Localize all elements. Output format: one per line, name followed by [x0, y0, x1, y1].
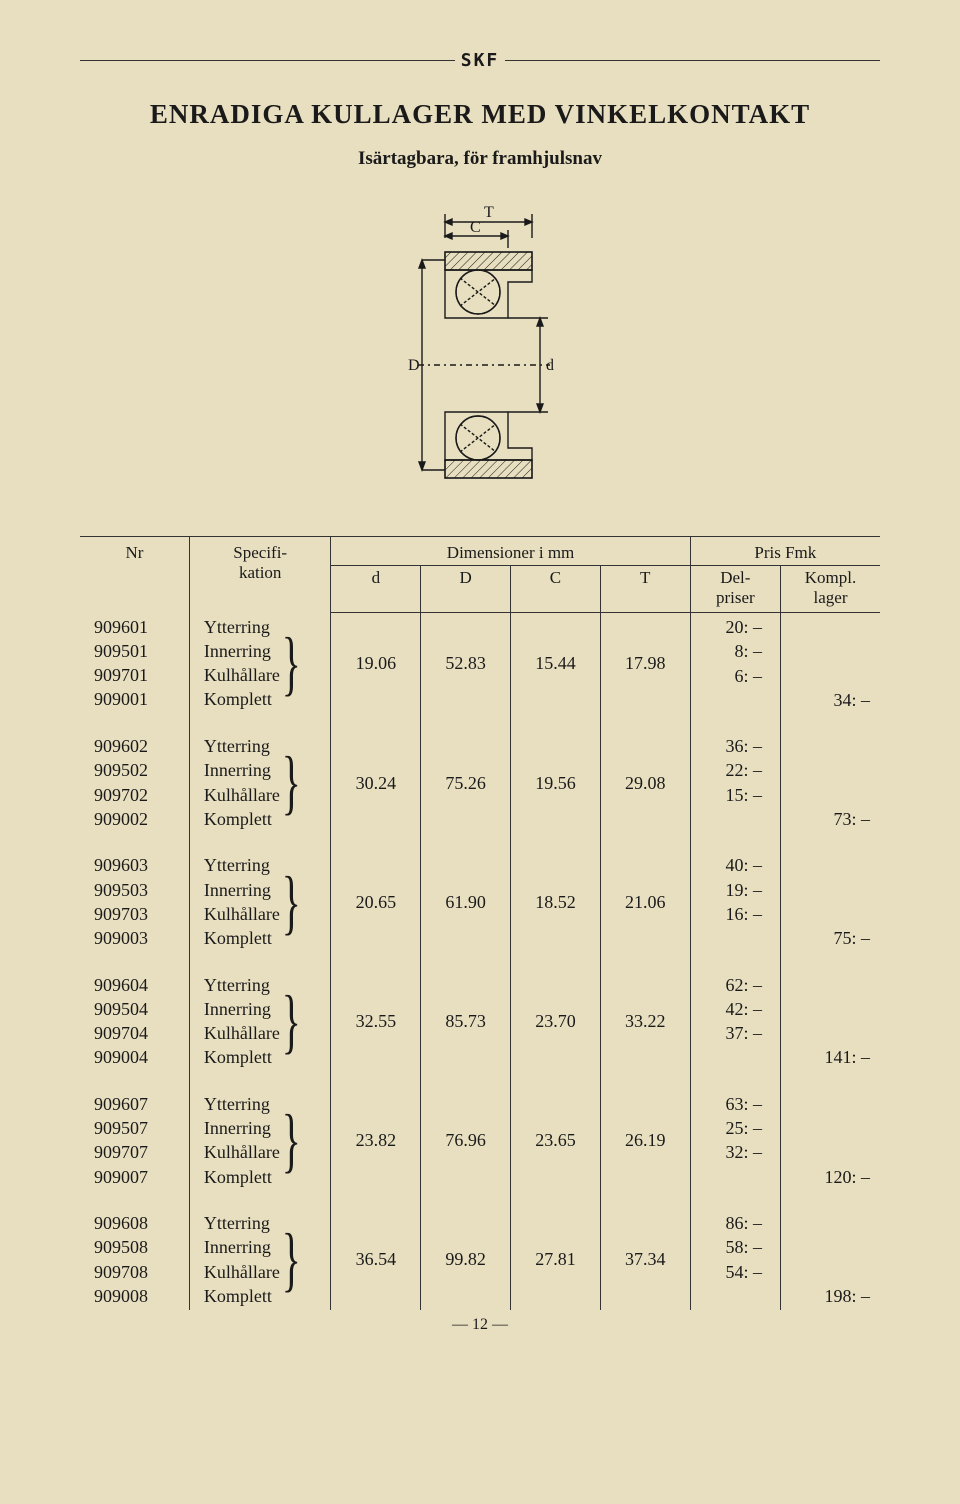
cell-kompl: 73: – [781, 732, 880, 833]
th-pris: Pris Fmk [690, 537, 880, 566]
header-rule: SKF [80, 50, 880, 71]
cell-spec: YtterringInnerringKulhållareKomplett} [189, 613, 331, 715]
cell-nr: 909601909501909701909001 [80, 613, 189, 715]
cell-d: 23.82 [331, 1090, 421, 1191]
cell-spec: YtterringInnerringKulhållareKomplett} [189, 851, 331, 952]
cell-d: 19.06 [331, 613, 421, 715]
cell-D: 76.96 [421, 1090, 511, 1191]
cell-D: 99.82 [421, 1209, 511, 1310]
cell-kompl: 141: – [781, 971, 880, 1072]
th-d: d [331, 566, 421, 613]
cell-T: 33.22 [600, 971, 690, 1072]
cell-kompl: 120: – [781, 1090, 880, 1191]
cell-delpris: 20: –8: –6: – [690, 613, 780, 715]
cell-T: 37.34 [600, 1209, 690, 1310]
th-kompl: Kompl. lager [781, 566, 880, 613]
th-C: C [511, 566, 601, 613]
th-D: D [421, 566, 511, 613]
bearing-diagram: T C D d [350, 200, 610, 500]
cell-D: 52.83 [421, 613, 511, 715]
skf-logo: SKF [455, 50, 506, 71]
table-row: 909601909501909701909001YtterringInnerri… [80, 613, 880, 715]
cell-delpris: 40: –19: –16: – [690, 851, 780, 952]
cell-nr: 909603909503909703909003 [80, 851, 189, 952]
diagram-label-C: C [470, 219, 481, 236]
cell-C: 15.44 [511, 613, 601, 715]
table-row: 909607909507909707909007YtterringInnerri… [80, 1090, 880, 1191]
cell-spec: YtterringInnerringKulhållareKomplett} [189, 732, 331, 833]
cell-T: 17.98 [600, 613, 690, 715]
cell-C: 18.52 [511, 851, 601, 952]
table-row: 909608909508909708909008YtterringInnerri… [80, 1209, 880, 1310]
diagram-label-T: T [484, 204, 494, 221]
th-nr: Nr [80, 537, 189, 613]
table-row: 909602909502909702909002YtterringInnerri… [80, 732, 880, 833]
cell-C: 23.65 [511, 1090, 601, 1191]
cell-d: 36.54 [331, 1209, 421, 1310]
cell-d: 30.24 [331, 732, 421, 833]
cell-spec: YtterringInnerringKulhållareKomplett} [189, 971, 331, 1072]
cell-T: 29.08 [600, 732, 690, 833]
cell-C: 27.81 [511, 1209, 601, 1310]
cell-D: 61.90 [421, 851, 511, 952]
cell-nr: 909602909502909702909002 [80, 732, 189, 833]
cell-d: 32.55 [331, 971, 421, 1072]
page-number: — 12 — [80, 1316, 880, 1334]
cell-delpris: 86: –58: –54: – [690, 1209, 780, 1310]
rule-left [80, 60, 455, 61]
spec-table: Nr Specifi- kation Dimensioner i mm Pris… [80, 536, 880, 1310]
page-title: ENRADIGA KULLAGER MED VINKELKONTAKT [80, 99, 880, 130]
th-dim: Dimensioner i mm [331, 537, 690, 566]
table-row: 909603909503909703909003YtterringInnerri… [80, 851, 880, 952]
cell-d: 20.65 [331, 851, 421, 952]
cell-kompl: 198: – [781, 1209, 880, 1310]
cell-kompl: 34: – [781, 613, 880, 715]
table-row: 909604909504909704909004YtterringInnerri… [80, 971, 880, 1072]
page-subtitle: Isärtagbara, för framhjulsnav [80, 148, 880, 170]
cell-nr: 909604909504909704909004 [80, 971, 189, 1072]
cell-delpris: 62: –42: –37: – [690, 971, 780, 1072]
cell-delpris: 63: –25: –32: – [690, 1090, 780, 1191]
cell-D: 75.26 [421, 732, 511, 833]
th-spec: Specifi- kation [189, 537, 331, 613]
cell-T: 21.06 [600, 851, 690, 952]
th-del: Del- priser [690, 566, 780, 613]
rule-right [505, 60, 880, 61]
cell-nr: 909607909507909707909007 [80, 1090, 189, 1191]
cell-T: 26.19 [600, 1090, 690, 1191]
diagram-label-D: D [408, 357, 420, 374]
diagram-label-dsm: d [546, 357, 554, 374]
cell-C: 19.56 [511, 732, 601, 833]
cell-delpris: 36: –22: –15: – [690, 732, 780, 833]
cell-C: 23.70 [511, 971, 601, 1072]
cell-D: 85.73 [421, 971, 511, 1072]
cell-spec: YtterringInnerringKulhållareKomplett} [189, 1090, 331, 1191]
cell-kompl: 75: – [781, 851, 880, 952]
cell-spec: YtterringInnerringKulhållareKomplett} [189, 1209, 331, 1310]
th-T: T [600, 566, 690, 613]
cell-nr: 909608909508909708909008 [80, 1209, 189, 1310]
table-body: 909601909501909701909001YtterringInnerri… [80, 613, 880, 1311]
